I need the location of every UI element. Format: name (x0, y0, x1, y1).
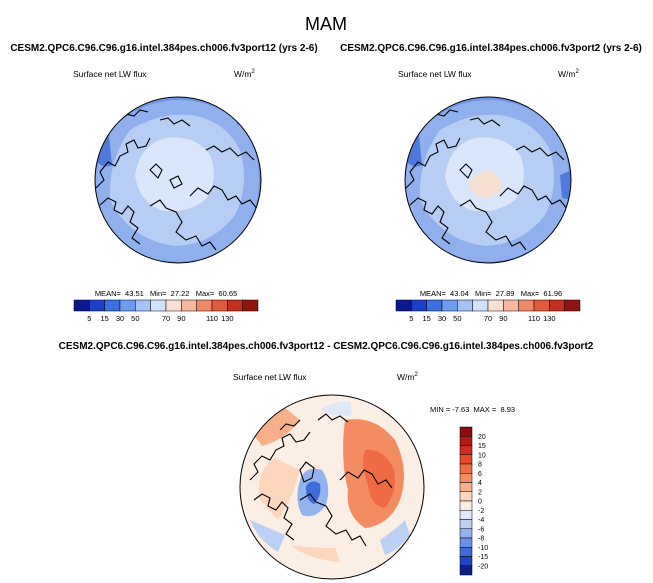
colorbar-swatch (487, 299, 504, 312)
colorbar-swatch (135, 299, 151, 312)
left-panel-title: CESM2.QPC6.C96.C96.g16.intel.384pes.ch00… (10, 43, 317, 54)
right-units-base: W/m (558, 69, 575, 79)
colorbar-swatch (459, 491, 473, 502)
right-panel-title: CESM2.QPC6.C96.C96.g16.intel.384pes.ch00… (340, 43, 642, 54)
left-colorbar: 5 15 30 50 70 90 110 130 (73, 299, 259, 323)
colorbar-tick-label: 130 (543, 314, 556, 323)
colorbar-tick-label: -15 (478, 554, 488, 561)
colorbar-swatch (459, 510, 473, 520)
diff-units-label: W/m2 (397, 372, 418, 382)
colorbar-tick-label: -4 (478, 517, 484, 524)
colorbar-tick-label: -8 (478, 536, 484, 543)
colorbar-swatch (459, 500, 473, 511)
colorbar-swatch (196, 299, 213, 312)
colorbar-swatch (459, 436, 473, 446)
colorbar-swatch (459, 528, 473, 539)
diff-minmax: MIN = -7.63 MAX = 8.93 (430, 405, 515, 414)
colorbar-tick-label: 5 (409, 314, 413, 323)
colorbar-tick-label: -20 (478, 563, 488, 570)
colorbar-swatch (211, 299, 228, 312)
colorbar-tick-label: 30 (116, 314, 124, 323)
left-polar-map (95, 97, 261, 263)
colorbar-tick-label: 30 (438, 314, 446, 323)
diff-variable-label: Surface net LW flux (233, 372, 307, 382)
right-variable-label: Surface net LW flux (398, 69, 472, 79)
page-title: MAM (305, 14, 347, 34)
diff-panel: CESM2.QPC6.C96.C96.g16.intel.384pes.ch00… (59, 341, 594, 580)
colorbar-tick-label: 130 (221, 314, 234, 323)
colorbar-swatch (459, 445, 473, 455)
colorbar-swatch (150, 299, 167, 312)
colorbar-swatch (564, 299, 581, 312)
colorbar-tick-label: -6 (478, 526, 484, 533)
colorbar-tick-label: 20 (478, 434, 486, 441)
colorbar-tick-label: 8 (478, 462, 482, 469)
diff-polar-map (240, 395, 424, 579)
colorbar-tick-label: 15 (100, 314, 108, 323)
colorbar-swatch (181, 299, 197, 312)
colorbar-swatch (457, 299, 473, 312)
colorbar-swatch (549, 299, 565, 312)
colorbar-swatch (411, 299, 427, 312)
colorbar-tick-label: 10 (478, 452, 486, 459)
colorbar-tick-label: 6 (478, 471, 482, 478)
colorbar-tick-label: 90 (499, 314, 507, 323)
colorbar-tick-label: 0 (478, 499, 482, 506)
colorbar-tick-label: 90 (177, 314, 185, 323)
diff-units-base: W/m (397, 372, 414, 382)
colorbar-swatch (119, 299, 136, 312)
colorbar-tick-label: 110 (206, 314, 218, 323)
left-units-exp: 2 (251, 69, 255, 75)
colorbar-tick-label: 15 (478, 443, 486, 450)
colorbar-tick-label: 50 (453, 314, 461, 323)
right-polar-map (405, 97, 571, 263)
left-panel: CESM2.QPC6.C96.C96.g16.intel.384pes.ch00… (10, 43, 317, 323)
colorbar-swatch (459, 454, 473, 465)
colorbar-swatch (441, 299, 458, 312)
colorbar-tick-label: 4 (478, 480, 482, 487)
colorbar-swatch (459, 519, 473, 529)
colorbar-swatch (459, 556, 473, 566)
colorbar-swatch (472, 299, 489, 312)
colorbar-swatch (165, 299, 182, 312)
colorbar-swatch (395, 299, 412, 312)
left-units-base: W/m (234, 69, 251, 79)
colorbar-swatch (459, 463, 473, 474)
colorbar-swatch (459, 565, 473, 576)
right-units-label: W/m2 (558, 69, 579, 79)
colorbar-tick-label: -10 (478, 545, 488, 552)
colorbar-swatch (459, 482, 473, 492)
colorbar-tick-label: 70 (162, 314, 170, 323)
colorbar-tick-label: 70 (484, 314, 492, 323)
left-units-label: W/m2 (234, 69, 255, 79)
diff-panel-title: CESM2.QPC6.C96.C96.g16.intel.384pes.ch00… (59, 341, 594, 352)
colorbar-swatch (518, 299, 535, 312)
right-units-exp: 2 (575, 69, 579, 75)
right-stats: MEAN= 43.04 Min= 27.89 Max= 61.96 (420, 289, 562, 298)
colorbar-swatch (227, 299, 243, 312)
colorbar-swatch (426, 299, 443, 312)
colorbar-tick-label: 15 (422, 314, 430, 323)
right-colorbar: 5 15 30 50 70 90 110 130 (395, 299, 581, 323)
colorbar-swatch (73, 299, 90, 312)
colorbar-swatch (503, 299, 519, 312)
colorbar-swatch (533, 299, 550, 312)
diff-units-exp: 2 (414, 372, 418, 378)
colorbar-swatch (242, 299, 259, 312)
colorbar-tick-label: -2 (478, 508, 484, 515)
colorbar-swatch (459, 473, 473, 483)
colorbar-swatch (459, 547, 473, 557)
left-stats: MEAN= 43.51 Min= 27.22 Max= 60.65 (95, 289, 237, 298)
colorbar-swatch (89, 299, 105, 312)
colorbar-tick-label: 50 (131, 314, 139, 323)
colorbar-tick-label: 5 (87, 314, 91, 323)
colorbar-swatch (459, 426, 473, 437)
colorbar-tick-label: 2 (478, 489, 482, 496)
right-panel: CESM2.QPC6.C96.C96.g16.intel.384pes.ch00… (340, 43, 642, 323)
colorbar-swatch (104, 299, 121, 312)
left-variable-label: Surface net LW flux (73, 69, 147, 79)
colorbar-tick-label: 110 (528, 314, 540, 323)
colorbar-swatch (459, 537, 473, 548)
